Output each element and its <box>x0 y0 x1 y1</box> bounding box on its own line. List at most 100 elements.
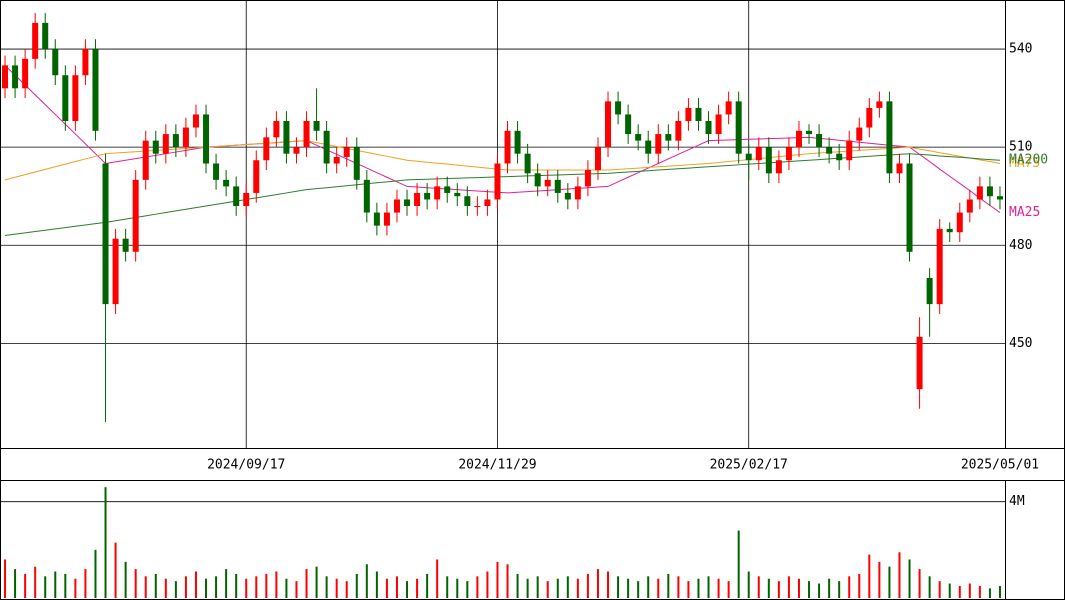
legend-label: MA75 <box>1009 156 1040 171</box>
volume-bar <box>486 571 489 598</box>
candle-body <box>122 238 129 252</box>
candle-body <box>986 186 993 197</box>
candle-body <box>303 120 310 148</box>
volume-bar <box>275 571 278 598</box>
volume-bar <box>777 581 780 598</box>
candle-body <box>645 140 652 154</box>
candle-body <box>203 114 210 164</box>
candle-body <box>504 130 511 164</box>
candle-body <box>494 163 501 200</box>
candle-body <box>816 134 823 148</box>
candle-body <box>132 179 139 252</box>
candle-body <box>936 228 943 305</box>
volume-bar <box>818 583 821 598</box>
volume-bar <box>134 569 137 598</box>
legend-label: MA25 <box>1009 205 1040 220</box>
volume-bar <box>918 569 921 598</box>
candle-body <box>594 147 601 171</box>
volume-bar <box>948 583 951 598</box>
volume-bar <box>335 578 338 598</box>
volume-bar <box>285 578 288 598</box>
volume-bar <box>235 573 238 598</box>
volume-bar <box>848 576 851 598</box>
candle-body <box>474 206 481 208</box>
candle-body <box>142 140 149 180</box>
volume-tick-label: 4M <box>1009 494 1025 509</box>
candle-body <box>293 147 300 154</box>
candle-body <box>554 179 561 193</box>
volume-bar <box>255 576 258 598</box>
volume-bar <box>365 564 368 598</box>
volume-bar <box>34 566 37 598</box>
candle-body <box>615 101 622 115</box>
candle-body <box>42 22 49 50</box>
volume-bar <box>677 576 680 598</box>
volume-bar <box>24 573 27 598</box>
volume-bar <box>687 581 690 598</box>
candle-body <box>233 186 240 207</box>
candle-body <box>454 192 461 197</box>
volume-bar <box>546 581 549 598</box>
volume-bar <box>888 566 891 598</box>
candle-body <box>765 147 772 174</box>
volume-bar <box>114 542 117 598</box>
candle-body <box>333 156 340 164</box>
y-tick-label: 480 <box>1009 238 1032 253</box>
candle-body <box>625 114 632 135</box>
candle-body <box>876 101 883 108</box>
volume-bar <box>205 578 208 598</box>
moving-average-line <box>4 140 1001 181</box>
volume-bar <box>988 588 991 598</box>
candle-body <box>152 140 159 154</box>
candle-body <box>424 192 431 200</box>
volume-bar <box>978 585 981 598</box>
volume-bar <box>556 578 559 598</box>
candle-body <box>886 101 893 174</box>
volume-bar <box>667 573 670 598</box>
candle-body <box>223 179 230 187</box>
candle-body <box>102 163 109 305</box>
volume-bar <box>4 559 7 598</box>
volume-bar <box>355 573 358 598</box>
moving-average-line <box>4 65 1001 213</box>
volume-bar <box>737 530 740 598</box>
volume-bar <box>596 569 599 598</box>
volume-bar <box>928 576 931 598</box>
volume-bar <box>315 566 318 598</box>
candle-body <box>52 49 59 76</box>
candle-body <box>574 186 581 200</box>
volume-bar <box>908 559 911 598</box>
candle-body <box>675 120 682 141</box>
candle-body <box>775 160 782 174</box>
volume-bar <box>757 576 760 598</box>
candle-body <box>635 134 642 141</box>
volume-bar <box>898 552 901 598</box>
candle-body <box>544 179 551 187</box>
volume-bar <box>426 573 429 598</box>
volume-bar <box>707 576 710 598</box>
candle-body <box>12 65 19 89</box>
candle-body <box>856 127 863 141</box>
volume-bar <box>787 576 790 598</box>
volume-bar <box>375 571 378 598</box>
candle-body <box>846 140 853 161</box>
volume-bar <box>84 569 87 598</box>
candle-body <box>916 336 923 390</box>
candle-body <box>926 277 933 305</box>
y-tick-label: 450 <box>1009 336 1032 351</box>
volume-bar <box>566 576 569 598</box>
volume-bar <box>416 578 419 598</box>
candle-body <box>685 107 692 121</box>
volume-bar <box>476 576 479 598</box>
candle-body <box>795 130 802 148</box>
volume-bar <box>124 561 127 598</box>
candle-body <box>283 120 290 154</box>
candle-body <box>735 101 742 154</box>
candle-body <box>534 173 541 187</box>
candle-body <box>172 134 179 148</box>
candle-body <box>524 153 531 174</box>
volume-bar <box>446 576 449 598</box>
candle-body <box>253 160 260 193</box>
volume-bar <box>878 561 881 598</box>
candle-body <box>745 153 752 161</box>
